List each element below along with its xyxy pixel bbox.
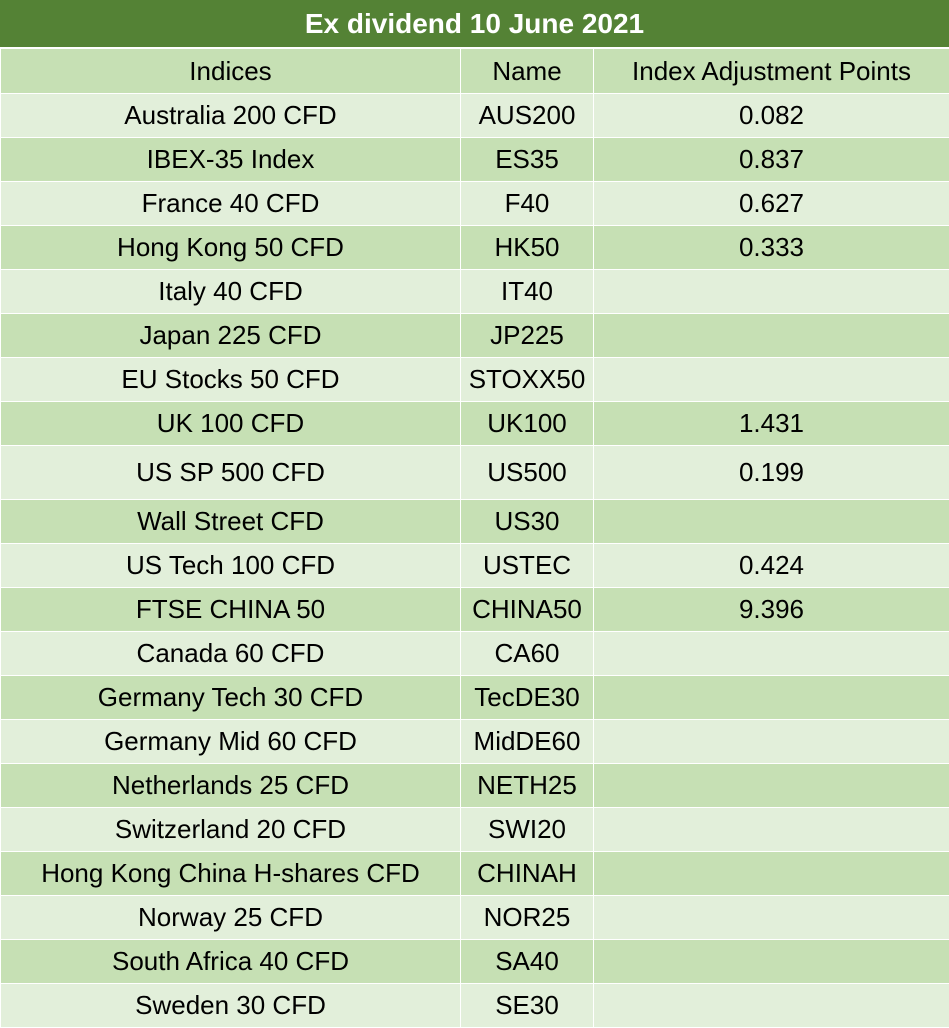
index-cell: US SP 500 CFD — [0, 445, 461, 500]
points-cell: 0.424 — [593, 543, 949, 588]
table-row: Germany Mid 60 CFD MidDE60 — [0, 719, 949, 764]
index-cell: Norway 25 CFD — [0, 895, 461, 940]
index-cell: Germany Tech 30 CFD — [0, 675, 461, 720]
symbol-cell: US30 — [460, 499, 594, 544]
symbol-cell: CA60 — [460, 631, 594, 676]
table-title: Ex dividend 10 June 2021 — [0, 0, 949, 48]
index-cell: South Africa 40 CFD — [0, 939, 461, 984]
index-cell: Hong Kong 50 CFD — [0, 225, 461, 270]
symbol-cell: SWI20 — [460, 807, 594, 852]
symbol-cell: JP225 — [460, 313, 594, 358]
header-name: Name — [460, 48, 594, 94]
symbol-cell: AUS200 — [460, 93, 594, 138]
points-cell — [593, 357, 949, 402]
points-cell — [593, 983, 949, 1028]
table-row: Canada 60 CFD CA60 — [0, 631, 949, 676]
header-indices: Indices — [0, 48, 461, 94]
index-cell: UK 100 CFD — [0, 401, 461, 446]
index-cell: France 40 CFD — [0, 181, 461, 226]
symbol-cell: SE30 — [460, 983, 594, 1028]
symbol-cell: TecDE30 — [460, 675, 594, 720]
table-row: Sweden 30 CFD SE30 — [0, 983, 949, 1028]
dividend-table: Indices Name Index Adjustment Points Aus… — [0, 48, 949, 1028]
symbol-cell: HK50 — [460, 225, 594, 270]
table-row: Australia 200 CFD AUS200 0.082 — [0, 93, 949, 138]
index-cell: Sweden 30 CFD — [0, 983, 461, 1028]
table-row: FTSE CHINA 50 CHINA50 9.396 — [0, 587, 949, 632]
index-cell: IBEX-35 Index — [0, 137, 461, 182]
table-row: Netherlands 25 CFD NETH25 — [0, 763, 949, 808]
symbol-cell: F40 — [460, 181, 594, 226]
points-cell: 1.431 — [593, 401, 949, 446]
points-cell — [593, 269, 949, 314]
table-row: Hong Kong China H-shares CFD CHINAH — [0, 851, 949, 896]
symbol-cell: CHINAH — [460, 851, 594, 896]
points-cell — [593, 851, 949, 896]
points-cell — [593, 807, 949, 852]
symbol-cell: ES35 — [460, 137, 594, 182]
table-row: US SP 500 CFD US500 0.199 — [0, 445, 949, 500]
points-cell — [593, 675, 949, 720]
index-cell: Wall Street CFD — [0, 499, 461, 544]
table-row: Germany Tech 30 CFD TecDE30 — [0, 675, 949, 720]
index-cell: Switzerland 20 CFD — [0, 807, 461, 852]
table-row: Italy 40 CFD IT40 — [0, 269, 949, 314]
table-row: Norway 25 CFD NOR25 — [0, 895, 949, 940]
index-cell: Canada 60 CFD — [0, 631, 461, 676]
table-row: South Africa 40 CFD SA40 — [0, 939, 949, 984]
index-cell: Australia 200 CFD — [0, 93, 461, 138]
points-cell: 9.396 — [593, 587, 949, 632]
symbol-cell: MidDE60 — [460, 719, 594, 764]
table-row: US Tech 100 CFD USTEC 0.424 — [0, 543, 949, 588]
table-row: Japan 225 CFD JP225 — [0, 313, 949, 358]
symbol-cell: US500 — [460, 445, 594, 500]
symbol-cell: STOXX50 — [460, 357, 594, 402]
points-cell: 0.199 — [593, 445, 949, 500]
points-cell: 0.627 — [593, 181, 949, 226]
table-row: UK 100 CFD UK100 1.431 — [0, 401, 949, 446]
header-row: Indices Name Index Adjustment Points — [0, 48, 949, 94]
points-cell: 0.837 — [593, 137, 949, 182]
points-cell — [593, 313, 949, 358]
symbol-cell: IT40 — [460, 269, 594, 314]
symbol-cell: NOR25 — [460, 895, 594, 940]
points-cell — [593, 719, 949, 764]
table-row: IBEX-35 Index ES35 0.837 — [0, 137, 949, 182]
index-cell: Italy 40 CFD — [0, 269, 461, 314]
table-row: Wall Street CFD US30 — [0, 499, 949, 544]
points-cell — [593, 895, 949, 940]
points-cell — [593, 763, 949, 808]
index-cell: US Tech 100 CFD — [0, 543, 461, 588]
table-row: France 40 CFD F40 0.627 — [0, 181, 949, 226]
index-cell: Germany Mid 60 CFD — [0, 719, 461, 764]
header-adjustment-points: Index Adjustment Points — [593, 48, 949, 94]
points-cell — [593, 499, 949, 544]
table-row: EU Stocks 50 CFD STOXX50 — [0, 357, 949, 402]
symbol-cell: NETH25 — [460, 763, 594, 808]
symbol-cell: SA40 — [460, 939, 594, 984]
index-cell: Japan 225 CFD — [0, 313, 461, 358]
index-cell: Hong Kong China H-shares CFD — [0, 851, 461, 896]
points-cell — [593, 631, 949, 676]
table-row: Switzerland 20 CFD SWI20 — [0, 807, 949, 852]
table-row: Hong Kong 50 CFD HK50 0.333 — [0, 225, 949, 270]
points-cell: 0.082 — [593, 93, 949, 138]
points-cell: 0.333 — [593, 225, 949, 270]
index-cell: Netherlands 25 CFD — [0, 763, 461, 808]
symbol-cell: USTEC — [460, 543, 594, 588]
symbol-cell: UK100 — [460, 401, 594, 446]
points-cell — [593, 939, 949, 984]
symbol-cell: CHINA50 — [460, 587, 594, 632]
index-cell: EU Stocks 50 CFD — [0, 357, 461, 402]
index-cell: FTSE CHINA 50 — [0, 587, 461, 632]
